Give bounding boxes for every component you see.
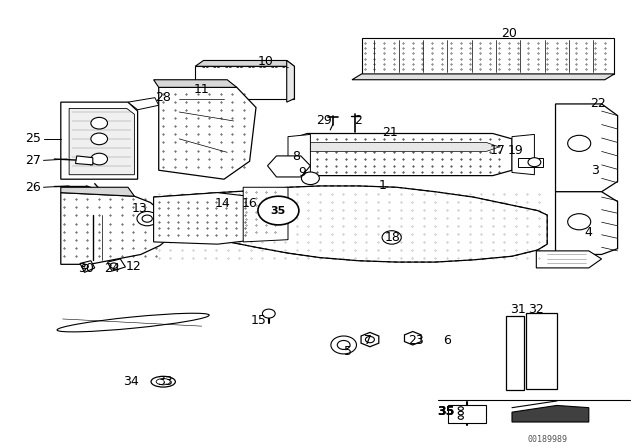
Polygon shape	[61, 193, 173, 264]
Text: 22: 22	[591, 96, 606, 110]
Text: 8: 8	[292, 150, 300, 164]
Polygon shape	[61, 187, 134, 196]
Text: 21: 21	[383, 125, 398, 139]
Text: 17: 17	[490, 143, 506, 157]
Circle shape	[458, 411, 463, 415]
Text: 23: 23	[408, 334, 424, 347]
Text: 4: 4	[585, 226, 593, 240]
Polygon shape	[291, 134, 512, 176]
Polygon shape	[69, 108, 134, 175]
Text: 14: 14	[215, 197, 230, 211]
Circle shape	[568, 135, 591, 151]
Text: 24: 24	[104, 262, 120, 276]
Text: 20: 20	[501, 27, 516, 40]
Text: 5: 5	[344, 345, 351, 358]
Circle shape	[142, 215, 152, 222]
Ellipse shape	[151, 376, 175, 387]
Text: 00189989: 00189989	[527, 435, 567, 444]
Circle shape	[110, 263, 118, 268]
Polygon shape	[512, 134, 534, 175]
Text: 18: 18	[385, 231, 400, 244]
Circle shape	[458, 416, 463, 419]
Polygon shape	[268, 156, 310, 177]
Circle shape	[458, 407, 463, 410]
Text: 12: 12	[125, 260, 141, 273]
Text: 28: 28	[156, 91, 171, 104]
Text: 26: 26	[26, 181, 41, 194]
Text: 11: 11	[194, 83, 209, 96]
Polygon shape	[76, 156, 93, 165]
Polygon shape	[128, 98, 159, 110]
Text: 35: 35	[437, 405, 455, 418]
Text: 6: 6	[443, 334, 451, 347]
Text: 33: 33	[157, 375, 172, 388]
Text: 30: 30	[79, 262, 94, 276]
Polygon shape	[80, 261, 95, 272]
Text: 34: 34	[124, 375, 139, 388]
Text: 10: 10	[258, 55, 273, 69]
Polygon shape	[159, 87, 256, 179]
Circle shape	[337, 340, 350, 349]
Text: 16: 16	[242, 197, 257, 211]
Text: 31: 31	[511, 302, 526, 316]
Text: 7: 7	[364, 334, 372, 347]
Polygon shape	[506, 316, 524, 390]
Circle shape	[301, 172, 319, 185]
Polygon shape	[195, 66, 294, 99]
Text: 2: 2	[355, 114, 362, 128]
Polygon shape	[61, 102, 138, 179]
Circle shape	[365, 336, 374, 343]
Circle shape	[262, 309, 275, 318]
Text: 15: 15	[251, 314, 266, 327]
Text: 13: 13	[132, 202, 147, 215]
Polygon shape	[526, 313, 557, 389]
Polygon shape	[108, 259, 125, 271]
Polygon shape	[512, 405, 589, 422]
Polygon shape	[154, 186, 547, 262]
Polygon shape	[154, 193, 256, 244]
Text: 3: 3	[591, 164, 599, 177]
Circle shape	[91, 153, 108, 165]
Polygon shape	[362, 38, 614, 74]
Polygon shape	[556, 104, 618, 192]
Circle shape	[528, 158, 541, 167]
Circle shape	[137, 211, 157, 226]
Text: 35: 35	[437, 405, 455, 418]
Text: 35: 35	[271, 206, 286, 215]
Polygon shape	[296, 142, 499, 151]
Polygon shape	[243, 187, 288, 242]
Polygon shape	[448, 405, 486, 423]
Polygon shape	[288, 134, 310, 175]
Circle shape	[568, 214, 591, 230]
Polygon shape	[556, 192, 618, 254]
Polygon shape	[154, 80, 237, 87]
Circle shape	[382, 231, 401, 244]
Circle shape	[82, 264, 88, 269]
Circle shape	[91, 117, 108, 129]
Ellipse shape	[156, 379, 170, 385]
Text: 29: 29	[317, 113, 332, 127]
Circle shape	[91, 133, 108, 145]
Circle shape	[258, 196, 299, 225]
Circle shape	[331, 336, 356, 354]
Text: 32: 32	[529, 302, 544, 316]
Polygon shape	[287, 60, 294, 102]
Text: 1: 1	[379, 179, 387, 193]
Polygon shape	[518, 158, 543, 167]
Text: 25: 25	[26, 132, 41, 146]
Ellipse shape	[57, 313, 209, 332]
Text: 19: 19	[508, 143, 524, 157]
Text: 9: 9	[298, 166, 306, 179]
Polygon shape	[195, 60, 294, 66]
Text: 27: 27	[26, 154, 41, 167]
Polygon shape	[536, 251, 602, 268]
Polygon shape	[352, 74, 614, 80]
